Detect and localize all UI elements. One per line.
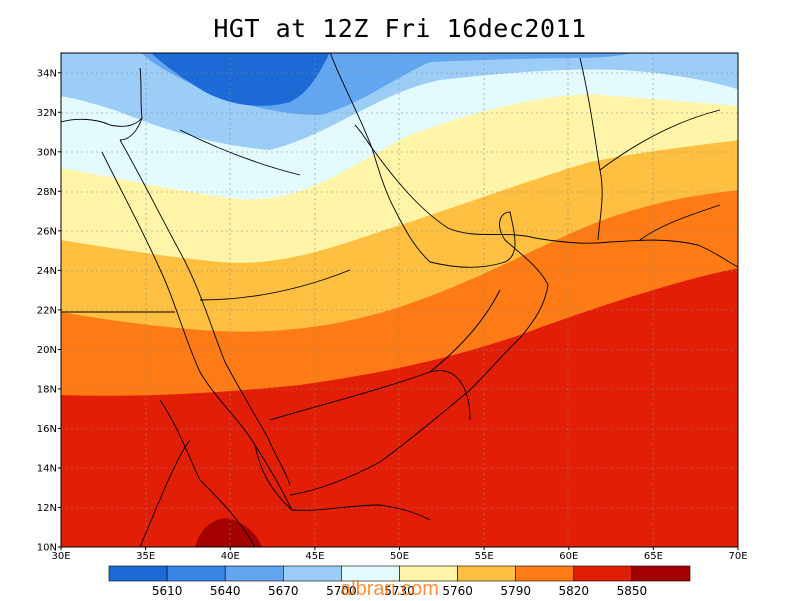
- sudan-ethiopia-border: [139, 399, 256, 547]
- lat-tick-label: 30N: [37, 147, 57, 158]
- mediterranean-coast: [61, 117, 143, 127]
- lon-tick-label: 70E: [728, 551, 747, 562]
- map-title: HGT at 12Z Fri 16dec2011: [213, 14, 587, 43]
- country-borders: [61, 53, 738, 547]
- colorbar-label: 5820: [559, 584, 590, 598]
- colorbar-swatch: [108, 565, 168, 582]
- lon-tick-label: 35E: [136, 551, 155, 562]
- lon-tick-label: 65E: [644, 551, 663, 562]
- watermark: albrari.com: [340, 578, 439, 600]
- saudi-yemen-border: [269, 370, 471, 421]
- grid-lines: [61, 53, 738, 547]
- longitude-axis: 30E 35E 40E 45E 50E 55E 60E 65E 70E: [51, 547, 748, 562]
- lat-tick-label: 16N: [37, 424, 57, 435]
- band-above-5850: [195, 518, 262, 547]
- colorbar-swatch: [515, 565, 575, 582]
- lat-tick-label: 28N: [37, 187, 57, 198]
- lon-tick-label: 45E: [305, 551, 324, 562]
- colorbar-label: 5640: [210, 584, 241, 598]
- colorbar: 5610 5640 5670 5700 5730 5760 5790 5820 5850: [108, 565, 691, 598]
- lon-tick-label: 60E: [559, 551, 578, 562]
- lon-tick-label: 40E: [221, 551, 240, 562]
- colorbar-label: 5610: [152, 584, 183, 598]
- pakistan-border: [599, 109, 721, 241]
- horn-of-africa-coast: [254, 444, 431, 521]
- red-sea-east-coast: [119, 139, 291, 486]
- lat-tick-label: 24N: [37, 266, 57, 277]
- lon-tick-label: 50E: [390, 551, 409, 562]
- arabian-peninsula-coast: [289, 124, 549, 496]
- lat-tick-label: 10N: [37, 543, 57, 554]
- colorbar-swatch: [573, 565, 633, 582]
- colorbar-swatch: [224, 565, 284, 582]
- lat-tick-label: 26N: [37, 226, 57, 237]
- lat-tick-label: 18N: [37, 384, 57, 395]
- lat-tick-label: 12N: [37, 503, 57, 514]
- lat-tick-label: 20N: [37, 345, 57, 356]
- colorbar-label: 5700: [326, 584, 357, 598]
- saudi-internal-border: [179, 129, 501, 373]
- colorbar-label: 5730: [384, 584, 415, 598]
- colorbar-swatch: [631, 565, 691, 582]
- height-field: [61, 53, 738, 547]
- band-5610-5640: [151, 53, 330, 106]
- lat-tick-label: 34N: [37, 68, 57, 79]
- latitude-axis: 10N 12N 14N 16N 18N 20N 22N 24N 26N 28N 30N 32N 34N: [37, 68, 61, 554]
- colorbar-label: 5790: [500, 584, 531, 598]
- red-sea-west-coast: [101, 151, 293, 511]
- colorbar-swatch: [282, 565, 342, 582]
- lon-tick-label: 30E: [51, 551, 70, 562]
- colorbar-label: 5850: [617, 584, 648, 598]
- lat-tick-label: 32N: [37, 108, 57, 119]
- colorbar-label: 5670: [268, 584, 299, 598]
- colorbar-swatch: [457, 565, 517, 582]
- colorbar-label: 5760: [442, 584, 473, 598]
- lat-tick-label: 22N: [37, 305, 57, 316]
- persian-gulf-north-coast: [371, 147, 738, 268]
- lat-tick-label: 14N: [37, 463, 57, 474]
- colorbar-swatch: [166, 565, 226, 582]
- lon-tick-label: 55E: [475, 551, 494, 562]
